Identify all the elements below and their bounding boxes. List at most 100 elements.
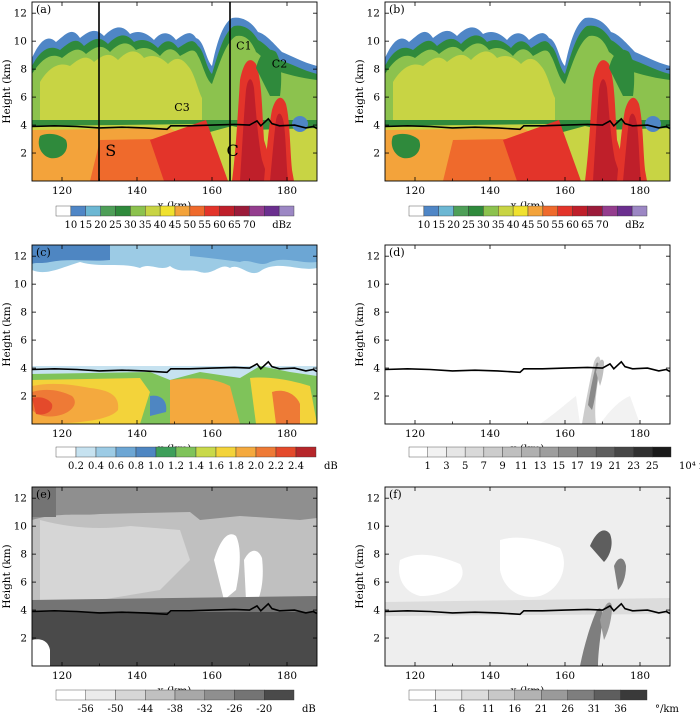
- y-tick-label: 6: [20, 92, 27, 104]
- colorbar-tick-label: 17: [571, 461, 584, 472]
- colorbar-tick-label: 1.6: [208, 461, 224, 472]
- colorbar-swatch: [115, 446, 137, 458]
- colorbar-tick-label: 36: [614, 704, 627, 715]
- panel-b-melting-layer: [384, 117, 671, 131]
- colorbar-tick-label: 50: [537, 220, 550, 231]
- colorbar-tick-label: 11: [515, 461, 528, 472]
- colorbar-swatch: [593, 689, 621, 701]
- panel-d-melting-layer: [384, 360, 671, 374]
- panel-c-overlay: (c)12014016018024681012x (km)Height (km)…: [1, 244, 338, 472]
- y-tick-label: 2: [20, 148, 27, 160]
- y-tick-label: 12: [14, 493, 27, 505]
- colorbar-swatch: [488, 689, 515, 701]
- y-axis-label: Height (km): [1, 302, 13, 366]
- colorbar-tick-label: -26: [226, 704, 242, 715]
- colorbar-tick-label: -44: [137, 704, 153, 715]
- colorbar-swatch: [75, 446, 97, 458]
- x-tick-label: 140: [480, 185, 500, 197]
- colorbar-swatch: [115, 689, 146, 701]
- y-tick-label: 2: [20, 633, 27, 645]
- x-tick-label: 120: [405, 670, 425, 682]
- panel-f-overlay: (f)12014016018024681012x (km)Height (km)…: [354, 486, 679, 715]
- annotation-s: S: [105, 141, 116, 160]
- panel-c-colorbar: 0.2 0.4 0.6 0.8 1.0 1.2 1.4 1.6 1.8 2.0 2.2 2.4 dB: [55, 446, 338, 472]
- colorbar-tick-label: 21: [608, 461, 621, 472]
- colorbar-tick-label: 21: [535, 704, 548, 715]
- y-tick-label: 8: [373, 307, 380, 319]
- colorbar-swatch: [483, 446, 503, 458]
- x-tick-label: 140: [480, 428, 500, 440]
- x-tick-label: 120: [405, 428, 425, 440]
- x-tick-label: 140: [480, 670, 500, 682]
- colorbar-swatch: [219, 205, 235, 217]
- y-tick-label: 4: [20, 605, 27, 617]
- colorbar-tick-label: 2.2: [268, 461, 284, 472]
- y-tick-label: 10: [367, 279, 380, 291]
- colorbar-tick-label: 70: [596, 220, 609, 231]
- colorbar-swatch: [155, 446, 177, 458]
- colorbar-tick-label: 31: [588, 704, 601, 715]
- colorbar-tick-label: 3: [443, 461, 449, 472]
- colorbar-tick-label: 25: [646, 461, 659, 472]
- colorbar-tick-label: 11: [482, 704, 495, 715]
- annotation-c1: C1: [236, 40, 251, 53]
- colorbar-tick-label: 65: [228, 220, 241, 231]
- annotation-c2: C2: [272, 58, 287, 71]
- colorbar-tick-label: 65: [581, 220, 594, 231]
- x-tick-label: 120: [52, 185, 72, 197]
- colorbar-swatch: [145, 689, 176, 701]
- x-tick-label: 180: [277, 670, 297, 682]
- panel-e-colorbar: -56 -50 -44 -38 -32 -26 -20 dB: [55, 689, 316, 715]
- x-tick-label: 180: [630, 670, 650, 682]
- colorbar-swatch: [527, 205, 544, 217]
- x-tick-label: 160: [555, 428, 575, 440]
- y-tick-label: 4: [373, 120, 380, 132]
- colorbar-swatch: [521, 446, 541, 458]
- colorbar-tick-label: 1.2: [168, 461, 184, 472]
- y-tick-label: 4: [373, 605, 380, 617]
- panel-a-melting-layer: [31, 117, 318, 131]
- panel-b-overlay: (b)12014016018024681012x (km)Height (km)…: [354, 1, 671, 231]
- y-tick-label: 4: [20, 120, 27, 132]
- annotation-c: C: [227, 141, 239, 160]
- colorbar-unit: dBz: [272, 220, 291, 231]
- colorbar-tick-label: 13: [534, 461, 547, 472]
- colorbar-swatch: [468, 205, 484, 217]
- panel-f-field: [385, 487, 670, 666]
- colorbar-swatch: [587, 205, 603, 217]
- colorbar-swatch: [130, 205, 146, 217]
- colorbar-swatch: [514, 689, 542, 701]
- x-tick-label: 160: [202, 670, 222, 682]
- panel-d: [385, 245, 670, 424]
- colorbar-tick-label: 20: [94, 220, 107, 231]
- panel-c-label: (c): [36, 246, 51, 259]
- y-tick-label: 4: [373, 363, 380, 375]
- y-tick-label: 6: [373, 92, 380, 104]
- colorbar-swatch: [70, 205, 86, 217]
- x-tick-label: 180: [277, 428, 297, 440]
- colorbar-swatch: [427, 446, 447, 458]
- colorbar-tick-label: 20: [447, 220, 460, 231]
- colorbar-unit: 10⁴ mm⁶/m³: [679, 461, 700, 472]
- colorbar-swatch: [652, 446, 672, 458]
- colorbar-swatch: [55, 689, 86, 701]
- colorbar-tick-label: 6: [459, 704, 465, 715]
- colorbar-swatch: [408, 689, 436, 701]
- colorbar-tick-label: 1.8: [228, 461, 244, 472]
- x-tick-label: 180: [277, 185, 297, 197]
- y-tick-label: 12: [367, 493, 380, 505]
- colorbar-tick-label: 9: [499, 461, 505, 472]
- colorbar-tick-label: 55: [551, 220, 564, 231]
- colorbar-tick-label: 0.8: [128, 461, 144, 472]
- y-tick-label: 12: [367, 8, 380, 20]
- y-tick-label: 10: [14, 36, 27, 48]
- colorbar-tick-label: 15: [432, 220, 445, 231]
- colorbar-tick-label: 1: [432, 704, 438, 715]
- panel-c: [32, 245, 317, 424]
- colorbar-swatch: [100, 205, 116, 217]
- panel-b-label: (b): [389, 3, 405, 16]
- panel-f-label: (f): [389, 488, 402, 501]
- colorbar-tick-label: 2.0: [248, 461, 264, 472]
